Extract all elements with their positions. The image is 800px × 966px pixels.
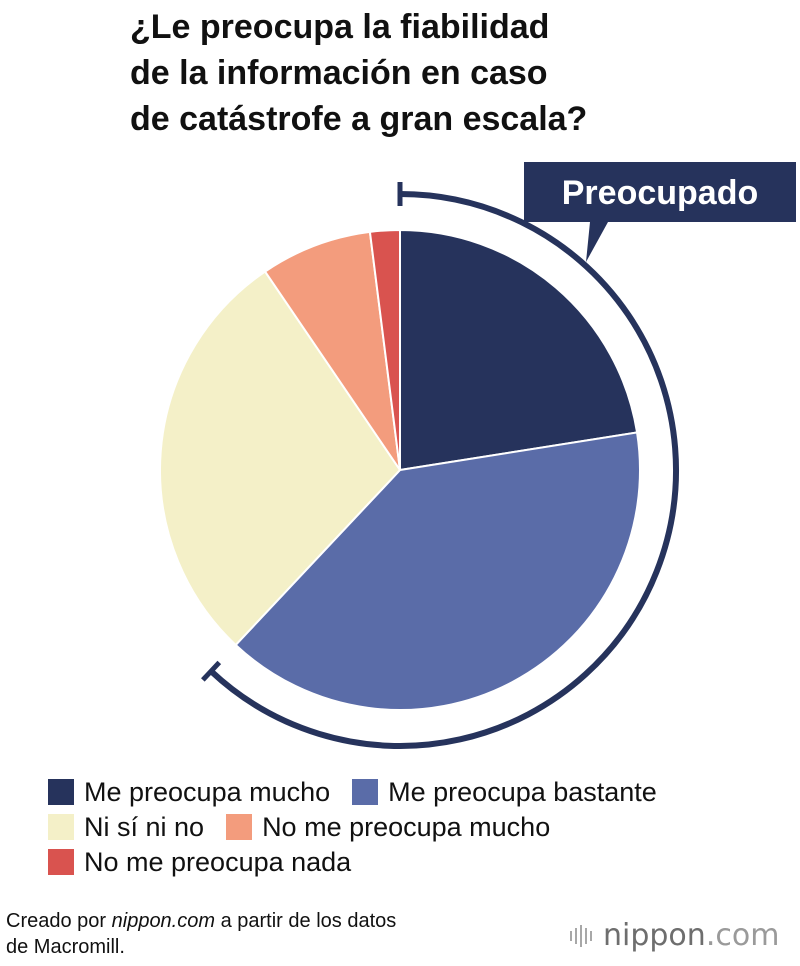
legend-swatch — [48, 778, 74, 805]
nippon-logo: nippon .com — [570, 918, 779, 953]
pie-slice-no-me-preocupa-mucho — [263, 230, 401, 471]
logo-tld: .com — [705, 918, 780, 953]
source-note-line-2: de Macromill. — [6, 936, 125, 958]
legend-item-no-me-preocupa-mucho: No me preocupa mucho — [226, 810, 550, 844]
legend-label: No me preocupa nada — [84, 846, 352, 877]
logo-name: nippon — [603, 918, 706, 953]
pie-slice-ni-si-ni-no — [159, 270, 402, 647]
source-link[interactable]: nippon.com — [111, 910, 216, 932]
title-line-1: ¿Le preocupa la fiabilidad — [130, 8, 550, 46]
legend-label: No me preocupa mucho — [262, 811, 551, 842]
legend-item-ni-si-ni-no: Ni sí ni no — [48, 810, 204, 844]
pie-slices — [159, 228, 641, 711]
pie-slice-me-preocupa-mucho — [399, 228, 639, 472]
legend-swatch — [352, 778, 379, 805]
preocupado-bracket — [209, 191, 679, 749]
title-line-3: de catástrofe a gran escala? — [130, 100, 588, 138]
chart-title: ¿Le preocupa la fiabilidad de la informa… — [130, 4, 770, 142]
bracket-end-tick-bottom — [201, 660, 222, 682]
source-prefix: Creado por — [6, 910, 112, 932]
pie-slice-me-preocupa-bastante — [234, 431, 641, 711]
logo-bars-icon — [570, 924, 595, 947]
preocupado-callout: Preocupado — [524, 162, 796, 262]
legend: Me preocupa mucho Me preocupa bastante N… — [48, 774, 788, 879]
source-note-line-1: Creado por nippon.com a partir de los da… — [6, 908, 526, 934]
legend-row: Me preocupa mucho Me preocupa bastante — [48, 774, 788, 809]
legend-item-no-me-preocupa-nada: No me preocupa nada — [48, 845, 351, 879]
title-line-2: de la información en caso — [130, 54, 548, 92]
callout-label: Preocupado — [562, 174, 758, 212]
legend-item-me-preocupa-bastante: Me preocupa bastante — [352, 775, 657, 809]
legend-row: Ni sí ni no No me preocupa mucho — [48, 809, 788, 844]
legend-label: Me preocupa mucho — [84, 776, 331, 807]
legend-row: No me preocupa nada — [48, 844, 788, 879]
legend-swatch — [48, 848, 74, 875]
pie-slice-no-me-preocupa-nada — [368, 228, 401, 471]
callout-box — [524, 162, 796, 262]
source-note: Creado por nippon.com a partir de los da… — [6, 908, 526, 960]
legend-label: Ni sí ni no — [84, 811, 205, 842]
legend-item-me-preocupa-mucho: Me preocupa mucho — [48, 775, 330, 809]
source-suffix: a partir de los datos — [215, 910, 397, 932]
legend-swatch — [226, 813, 253, 840]
legend-swatch — [48, 813, 74, 840]
legend-label: Me preocupa bastante — [388, 776, 657, 807]
